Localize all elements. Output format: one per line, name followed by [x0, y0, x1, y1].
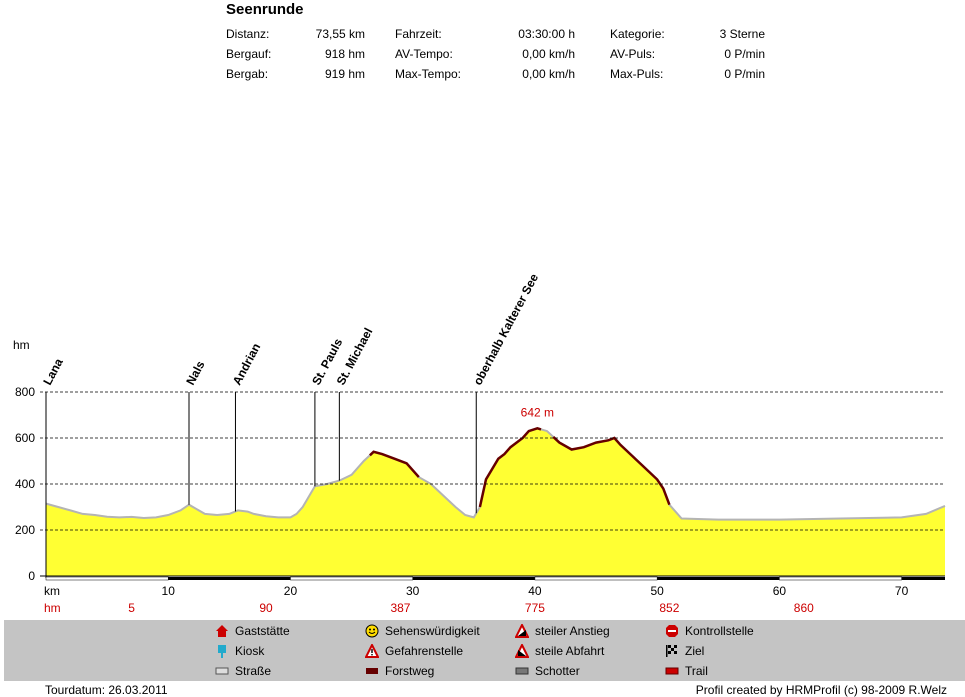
stop-icon: [665, 624, 679, 638]
legend-item-sehenswuerdigkeit: Sehenswürdigkeit: [365, 624, 480, 638]
road-swatch-icon: [215, 664, 229, 678]
stat-label-avg-speed: AV-Tempo:: [395, 47, 453, 61]
stat-label-category: Kategorie:: [610, 27, 665, 41]
stat-label-max-speed: Max-Tempo:: [395, 67, 462, 81]
smiley-icon: [365, 624, 379, 638]
legend-label: Gaststätte: [235, 624, 290, 638]
stat-label-ascent: Bergauf:: [226, 47, 272, 61]
house-icon: [215, 624, 229, 638]
waypoint-label: Andrian: [230, 341, 264, 388]
stat-label-max-pulse: Max-Puls:: [610, 67, 664, 81]
stat-value-ascent: 918 hm: [324, 47, 365, 61]
legend-item-steiler-anstieg: steiler Anstieg: [514, 622, 610, 638]
warning-icon: [364, 642, 380, 658]
y-tick-label: 400: [15, 477, 35, 491]
elevation-line-trail: [478, 426, 542, 508]
legend-label: Trail: [685, 664, 708, 678]
waypoint-label: Lana: [40, 356, 66, 388]
surface-track-segment: [168, 577, 291, 580]
hm-row-value: 860: [794, 601, 814, 615]
hm-row-value: 387: [390, 601, 410, 615]
x-tick-label: 60: [773, 584, 787, 598]
stat-label-distance: Distanz:: [226, 27, 270, 41]
credit-text: Profil created by HRMProfil (c) 98-2009 …: [695, 683, 947, 697]
x-tick-label: 30: [406, 584, 420, 598]
hm-row-value: 90: [259, 601, 273, 615]
surface-track-segment: [534, 576, 658, 581]
stat-value-max-speed: 0,00 km/h: [522, 67, 575, 81]
hm-row-value: 852: [659, 601, 679, 615]
legend-panel: [4, 620, 965, 681]
legend-label: Ziel: [685, 644, 705, 658]
x-tick-label: 40: [528, 584, 542, 598]
finish-flag-icon: [665, 644, 679, 658]
gravel-swatch-icon: [515, 664, 529, 678]
legend-item-kontrollstelle: Kontrollstelle: [665, 624, 754, 638]
surface-track-segment: [657, 577, 780, 580]
tour-title: Seenrunde: [226, 1, 304, 18]
stat-value-descent: 919 hm: [324, 67, 365, 81]
stat-value-distance: 73,55 km: [315, 27, 365, 41]
legend-label: steile Abfahrt: [535, 644, 605, 658]
max-elevation-label: 642 m: [521, 405, 554, 419]
steep-descent-icon: [514, 642, 530, 658]
steep-climb-icon: [514, 622, 530, 638]
surface-track-segment: [45, 576, 169, 581]
stat-value-category: 3 Sterne: [719, 27, 765, 41]
stat-label-descent: Bergab:: [226, 67, 269, 81]
surface-track-segment: [290, 576, 413, 581]
legend-label: Gefahrenstelle: [385, 644, 464, 658]
x-tick-label: 20: [284, 584, 298, 598]
legend-label: Sehenswürdigkeit: [385, 624, 480, 638]
stat-value-ride-time: 03:30:00 h: [518, 27, 575, 41]
elevation-area: [46, 428, 945, 576]
waypoint-label: St. Michael: [334, 325, 376, 387]
legend-label: Kontrollstelle: [685, 624, 754, 638]
hm-row-label: hm: [44, 601, 61, 615]
legend-label: Straße: [235, 664, 272, 678]
legend-item-strasse: Straße: [215, 664, 271, 678]
legend-label: Kiosk: [235, 644, 265, 658]
hm-row-value: 5: [128, 601, 135, 615]
hm-row-value: 775: [525, 601, 545, 615]
legend-label: Forstweg: [385, 664, 435, 678]
y-tick-label: 200: [15, 523, 35, 537]
elevation-line-trail: [369, 450, 420, 478]
elevation-profile-chart: 0 200 400 600 800 hm km 10 20 30 40 50 60 70 hm 5 90 387 7…: [13, 271, 946, 615]
legend-item-kiosk: Kiosk: [215, 644, 264, 658]
stat-value-avg-speed: 0,00 km/h: [522, 47, 575, 61]
stat-value-avg-pulse: 0 P/min: [724, 47, 765, 61]
legend-item-steile-abfahrt: steile Abfahrt: [514, 642, 605, 658]
kiosk-icon: [215, 644, 229, 658]
x-tick-label: 50: [650, 584, 664, 598]
legend-label: Schotter: [535, 664, 580, 678]
legend-item-gaststaette: Gaststätte: [215, 624, 290, 638]
y-tick-label: 800: [15, 385, 35, 399]
legend-label: steiler Anstieg: [535, 624, 610, 638]
legend-item-gefahrenstelle: Gefahrenstelle: [364, 642, 464, 658]
surface-track-segment: [901, 577, 945, 580]
stat-value-max-pulse: 0 P/min: [724, 67, 765, 81]
legend-item-ziel: Ziel: [665, 644, 704, 658]
x-axis-label: km: [44, 584, 60, 598]
tour-date: Tourdatum: 26.03.2011: [45, 683, 168, 697]
y-axis-label: hm: [13, 338, 30, 352]
waypoint-label: oberhalb Kalterer See: [471, 271, 542, 387]
elevation-line-trail: [552, 435, 671, 506]
x-tick-label: 10: [162, 584, 176, 598]
stat-label-avg-pulse: AV-Puls:: [610, 47, 656, 61]
forest-road-swatch-icon: [365, 664, 379, 678]
x-tick-label: 70: [895, 584, 909, 598]
waypoint-label: Nals: [183, 358, 207, 387]
stat-label-ride-time: Fahrzeit:: [395, 27, 442, 41]
surface-track-segment: [412, 577, 535, 580]
y-tick-label: 600: [15, 431, 35, 445]
trail-swatch-icon: [665, 664, 679, 678]
legend-item-schotter: Schotter: [515, 664, 580, 678]
y-tick-label: 0: [28, 569, 35, 583]
surface-track-segment: [779, 576, 902, 581]
legend-item-forstweg: Forstweg: [365, 664, 434, 678]
legend-item-trail: Trail: [665, 664, 708, 678]
